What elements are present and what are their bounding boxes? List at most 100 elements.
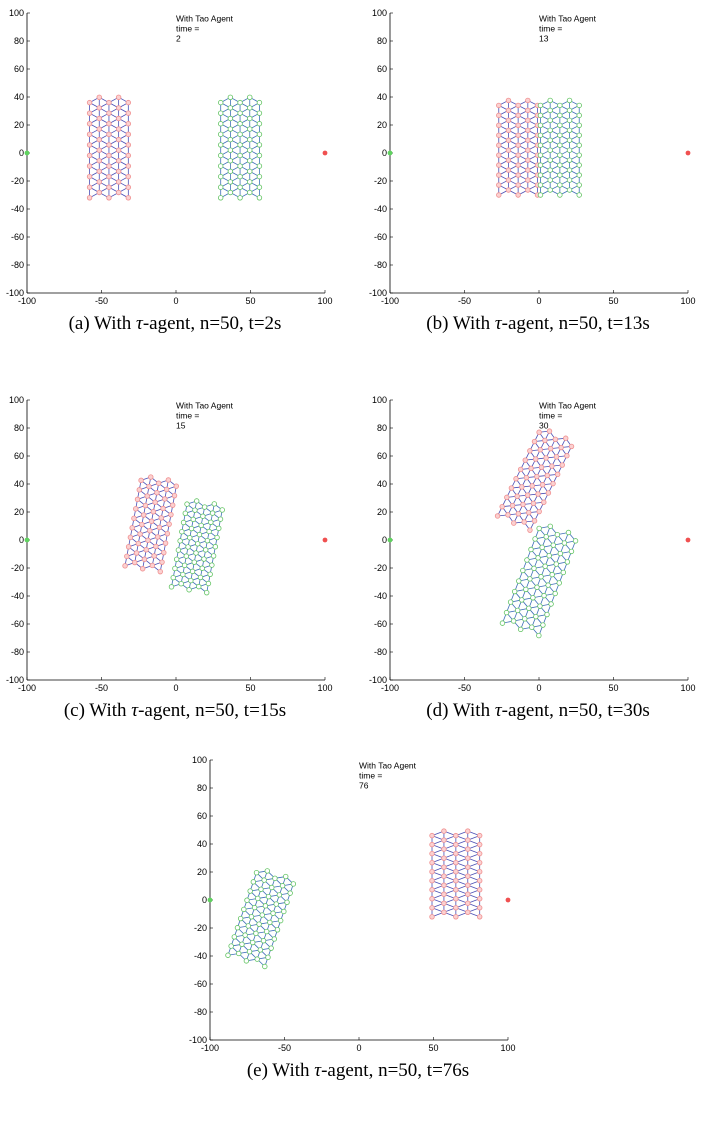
green-agent-marker bbox=[514, 607, 521, 614]
green-agent-marker bbox=[237, 915, 244, 922]
annotation-line-0: With Tao Agent bbox=[176, 13, 234, 23]
green-agent-marker bbox=[544, 611, 550, 618]
green-agent-marker bbox=[568, 548, 575, 555]
red-agent-marker bbox=[163, 486, 170, 493]
red-agent-marker bbox=[147, 528, 153, 534]
red-agent-marker bbox=[86, 99, 93, 106]
red-agent-marker bbox=[86, 152, 93, 159]
y-tick-label: 60 bbox=[197, 811, 207, 821]
red-agent-marker bbox=[476, 868, 483, 875]
red-agent-marker bbox=[536, 429, 542, 435]
caption-e-rest: -agent, n=50, t=76s bbox=[321, 1060, 470, 1081]
red-agent-marker bbox=[106, 121, 112, 127]
red-agent-marker bbox=[86, 184, 93, 190]
scatter-plot-a: 100 80 60 40 20 0 -20 -40 -60 -80 -100-100 -50 0 50 10… bbox=[6, 8, 333, 306]
subfigure-d: 100 80 60 40 20 0 -20 -40 -60 -80 -100 -100 -50 0 50 10… bbox=[368, 392, 708, 722]
green-agent-marker bbox=[547, 97, 553, 104]
red-agent-marker bbox=[453, 832, 459, 839]
red-agent-marker bbox=[525, 137, 531, 143]
green-agent-marker bbox=[548, 601, 554, 607]
red-agent-marker bbox=[476, 832, 483, 839]
green-agent-marker bbox=[258, 886, 264, 892]
red-agent-marker bbox=[515, 122, 521, 129]
red-agent-marker bbox=[148, 518, 155, 524]
green-agent-marker bbox=[566, 127, 573, 133]
green-agent-marker bbox=[239, 941, 245, 948]
red-agent-marker bbox=[527, 448, 533, 454]
green-agent-marker bbox=[547, 127, 553, 133]
red-agent-marker bbox=[515, 511, 522, 517]
red-agent-marker bbox=[465, 891, 471, 897]
green-agent-marker bbox=[217, 99, 224, 106]
green-agent-marker bbox=[576, 172, 582, 178]
y-tick-label: 0 bbox=[202, 895, 207, 905]
red-agent-marker bbox=[441, 828, 447, 834]
red-agent-marker bbox=[96, 105, 102, 111]
green-agent-marker bbox=[557, 162, 563, 168]
green-agent-marker bbox=[185, 544, 191, 550]
green-agent-cluster-1 bbox=[537, 97, 582, 198]
green-agent-marker bbox=[256, 131, 263, 138]
green-agent-marker bbox=[217, 142, 224, 148]
green-agent-marker bbox=[212, 544, 219, 550]
red-agent-marker bbox=[429, 914, 435, 920]
green-agent-marker bbox=[565, 529, 572, 536]
caption-a-tau: τ bbox=[136, 313, 143, 334]
red-agent-marker bbox=[148, 474, 154, 480]
y-tick-label: 60 bbox=[14, 64, 24, 74]
red-agent-marker bbox=[476, 887, 483, 893]
green-agent-marker bbox=[247, 189, 253, 196]
green-agent-marker bbox=[271, 936, 278, 942]
green-agent-marker bbox=[531, 565, 537, 572]
green-agent-marker bbox=[204, 589, 210, 596]
green-agent-marker bbox=[557, 152, 563, 158]
y-tick-label: 40 bbox=[377, 92, 387, 102]
red-agent-cluster-0 bbox=[86, 94, 132, 201]
red-agent-marker bbox=[151, 553, 157, 559]
red-agent-marker bbox=[125, 184, 132, 190]
green-agent-marker bbox=[262, 903, 269, 909]
green-agent-marker bbox=[227, 115, 234, 122]
red-agent-marker bbox=[515, 182, 521, 188]
green-agent-marker bbox=[537, 102, 544, 109]
green-agent-marker bbox=[576, 192, 582, 198]
red-agent-marker bbox=[106, 110, 112, 116]
green-agent-marker bbox=[256, 121, 263, 127]
green-agent-marker bbox=[180, 519, 187, 526]
y-tick-label: -60 bbox=[11, 232, 24, 242]
green-agent-marker bbox=[259, 912, 265, 918]
red-agent-marker bbox=[106, 99, 112, 106]
caption-b-tau: τ bbox=[494, 313, 502, 334]
green-agent-marker bbox=[576, 182, 582, 188]
red-agent-marker bbox=[505, 107, 512, 114]
green-agent-marker bbox=[247, 126, 253, 132]
red-agent-marker bbox=[429, 868, 435, 875]
red-agent-marker bbox=[496, 142, 502, 148]
green-agent-marker bbox=[560, 569, 567, 576]
green-agent-marker bbox=[552, 590, 558, 597]
x-tick-label: 50 bbox=[428, 1043, 438, 1053]
red-agent-marker bbox=[531, 518, 538, 524]
green-agent-marker bbox=[217, 121, 224, 127]
green-agent-marker bbox=[217, 152, 224, 159]
y-tick-label: 40 bbox=[14, 92, 24, 102]
green-agent-marker bbox=[242, 932, 248, 938]
green-agent-marker bbox=[201, 556, 207, 562]
green-agent-marker bbox=[537, 162, 544, 168]
y-tick-label: 20 bbox=[14, 120, 24, 130]
green-agent-marker bbox=[214, 534, 220, 541]
green-agent-marker bbox=[564, 559, 571, 565]
red-agent-marker bbox=[96, 94, 102, 101]
green-agent-marker bbox=[205, 580, 212, 587]
red-agent-marker bbox=[527, 527, 533, 533]
y-tick-label: -80 bbox=[11, 260, 24, 270]
green-agent-marker bbox=[248, 914, 255, 920]
green-agent-marker bbox=[566, 177, 573, 183]
green-agent-marker bbox=[520, 567, 526, 574]
red-agent-marker bbox=[564, 453, 570, 459]
red-agent-marker bbox=[524, 492, 531, 498]
green-agent-marker bbox=[537, 132, 544, 138]
annotation-line-0: With Tao Agent bbox=[539, 13, 597, 23]
red-agent-marker bbox=[496, 182, 502, 188]
y-tick-label: 40 bbox=[197, 839, 207, 849]
